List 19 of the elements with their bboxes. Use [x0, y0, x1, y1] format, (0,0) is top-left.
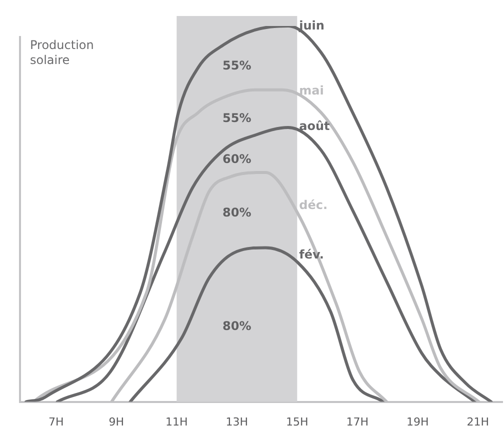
x-tick-label: 15H: [286, 415, 308, 428]
x-tick-label: 13H: [226, 415, 248, 428]
annotation: 80%: [222, 318, 252, 333]
x-tick-label: 17H: [346, 415, 369, 428]
x-tick-label: 19H: [406, 415, 429, 428]
x-tick-label: 9H: [108, 415, 124, 428]
x-tick-label: 21H: [466, 415, 490, 428]
annotation: 60%: [222, 152, 252, 166]
annotation: 55%: [222, 111, 252, 126]
series-label: août: [299, 118, 330, 133]
x-tick-label: 7H: [48, 415, 64, 428]
series-label: juin: [298, 18, 324, 32]
annotation: 55%: [222, 58, 252, 73]
y-axis-title: Production solaire: [30, 38, 94, 68]
series-label: déc.: [299, 198, 328, 212]
x-tick-label: 11H: [166, 415, 188, 428]
series-label: mai: [299, 84, 324, 98]
annotation: 80%: [222, 206, 252, 220]
series-label: fév.: [299, 247, 324, 262]
